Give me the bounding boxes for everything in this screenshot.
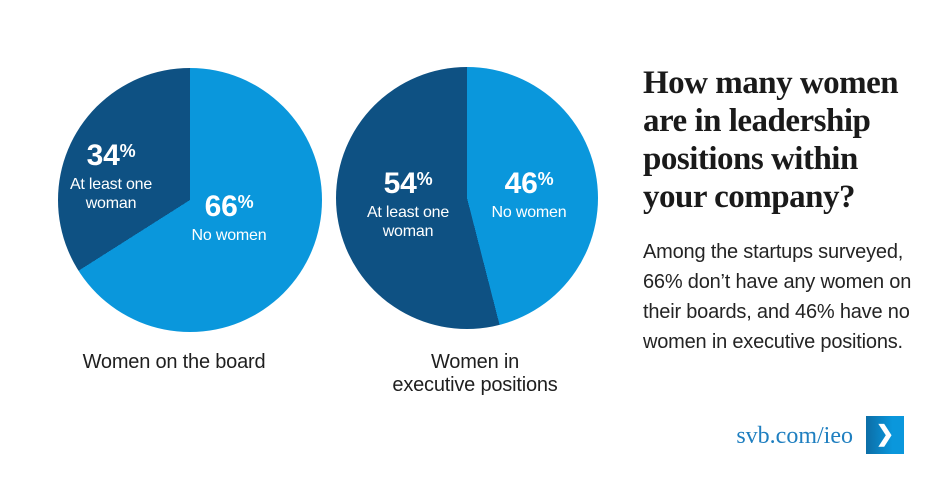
slice-sublabel-line: No women — [191, 227, 267, 244]
caption-line: Women on the board — [82, 351, 266, 373]
pie-caption-women-on-board: Women on the board — [54, 351, 294, 374]
svb-url-link[interactable]: svb.com/ieo — [736, 423, 853, 449]
slice-sublabel: At least one woman — [41, 175, 181, 213]
slice-percent: 34% — [86, 139, 136, 172]
caption-line: Women in — [430, 351, 520, 373]
caption-line: executive positions — [392, 374, 558, 396]
slice-sublabel-line: woman — [382, 223, 434, 240]
slice-sublabel: No women — [159, 226, 299, 245]
slice-sublabel: No women — [459, 203, 599, 222]
slice-sublabel-line: No women — [491, 204, 567, 221]
slice-percent: 46% — [504, 167, 554, 200]
slice-sublabel-line: woman — [85, 195, 137, 212]
pie-caption-women-in-executive-positions: Women in executive positions — [355, 351, 595, 397]
slice-sublabel-line: At least one — [69, 176, 153, 193]
percent-sign: % — [416, 169, 433, 189]
summary-line: 66% don’t have any women on — [643, 271, 912, 293]
percent-sign: % — [119, 141, 136, 161]
slice-label-exec-at-least-one-woman: 54% At least one woman — [338, 166, 478, 241]
arrow-button[interactable]: ❯ — [866, 416, 904, 454]
headline-line: your company? — [643, 179, 856, 215]
headline-line: are in leadership — [643, 103, 871, 139]
slice-label-exec-no-women: 46% No women — [459, 166, 599, 222]
percent-sign: % — [237, 192, 254, 212]
slice-label-board-at-least-one-woman: 34% At least one woman — [41, 138, 181, 213]
slice-percent: 66% — [204, 190, 254, 223]
headline-line: positions within — [643, 141, 858, 177]
summary-line: women in executive positions. — [643, 331, 903, 353]
summary-paragraph: Among the startups surveyed, 66% don’t h… — [643, 237, 928, 357]
slice-sublabel: At least one woman — [338, 203, 478, 241]
summary-line: their boards, and 46% have no — [643, 301, 910, 323]
slice-label-board-no-women: 66% No women — [159, 189, 299, 245]
percent-sign: % — [537, 169, 554, 189]
pie-chart-women-in-executive-positions — [336, 67, 598, 329]
chevron-right-icon: ❯ — [875, 421, 895, 446]
pie-chart-women-on-board — [58, 68, 322, 332]
page-title: How many women are in leadership positio… — [643, 64, 928, 216]
slice-sublabel-line: At least one — [366, 204, 450, 221]
headline-line: How many women — [643, 65, 899, 101]
summary-line: Among the startups surveyed, — [643, 241, 904, 263]
slice-percent: 54% — [383, 167, 433, 200]
